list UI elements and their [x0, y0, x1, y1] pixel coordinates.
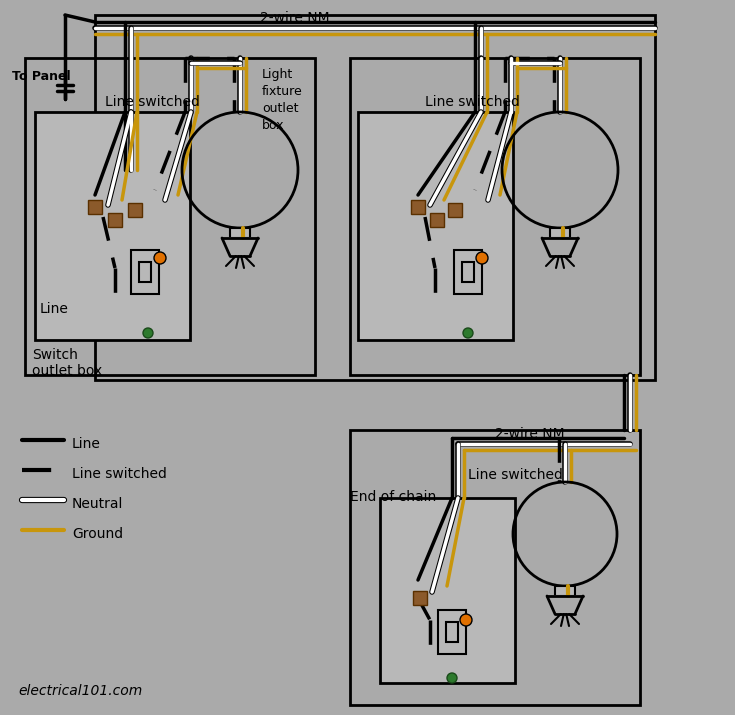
Bar [411, 200, 425, 214]
Circle shape [143, 328, 153, 338]
Bar [380, 498, 515, 683]
Bar [448, 203, 462, 217]
Bar [462, 262, 474, 282]
Circle shape [463, 328, 473, 338]
Circle shape [476, 252, 488, 264]
Text: Ground: Ground [72, 527, 123, 541]
Bar [430, 213, 444, 227]
Polygon shape [542, 238, 578, 256]
Circle shape [154, 252, 166, 264]
Bar [350, 430, 640, 705]
Text: 2-wire NM: 2-wire NM [495, 427, 564, 441]
Bar [413, 591, 427, 605]
Text: Light
fixture
outlet
box: Light fixture outlet box [262, 68, 303, 132]
Text: 2-wire NM: 2-wire NM [260, 11, 330, 25]
Circle shape [460, 614, 472, 626]
Text: Line switched: Line switched [105, 95, 200, 109]
Polygon shape [547, 596, 583, 614]
Polygon shape [222, 238, 258, 256]
Text: electrical101.com: electrical101.com [18, 684, 143, 698]
Text: Line: Line [72, 437, 101, 451]
Bar [95, 15, 655, 380]
Bar [25, 58, 315, 375]
Bar [358, 112, 513, 340]
Bar [550, 228, 570, 238]
Bar [139, 262, 151, 282]
Bar [446, 622, 458, 642]
Text: Line switched: Line switched [425, 95, 520, 109]
Bar [128, 203, 142, 217]
Text: Neutral: Neutral [72, 497, 123, 511]
Bar [438, 610, 466, 654]
Text: To Panel: To Panel [12, 70, 71, 83]
Bar [88, 200, 102, 214]
Text: Switch
outlet box: Switch outlet box [32, 348, 102, 378]
Bar [454, 250, 482, 294]
Text: Line switched: Line switched [468, 468, 563, 482]
Bar [350, 58, 640, 375]
Text: End of chain: End of chain [350, 490, 437, 504]
Bar [131, 250, 159, 294]
Text: Line: Line [40, 302, 69, 316]
Text: Line switched: Line switched [72, 467, 167, 481]
Circle shape [447, 673, 457, 683]
Bar [35, 112, 190, 340]
Bar [108, 213, 122, 227]
Bar [230, 228, 250, 238]
Bar [555, 586, 575, 596]
